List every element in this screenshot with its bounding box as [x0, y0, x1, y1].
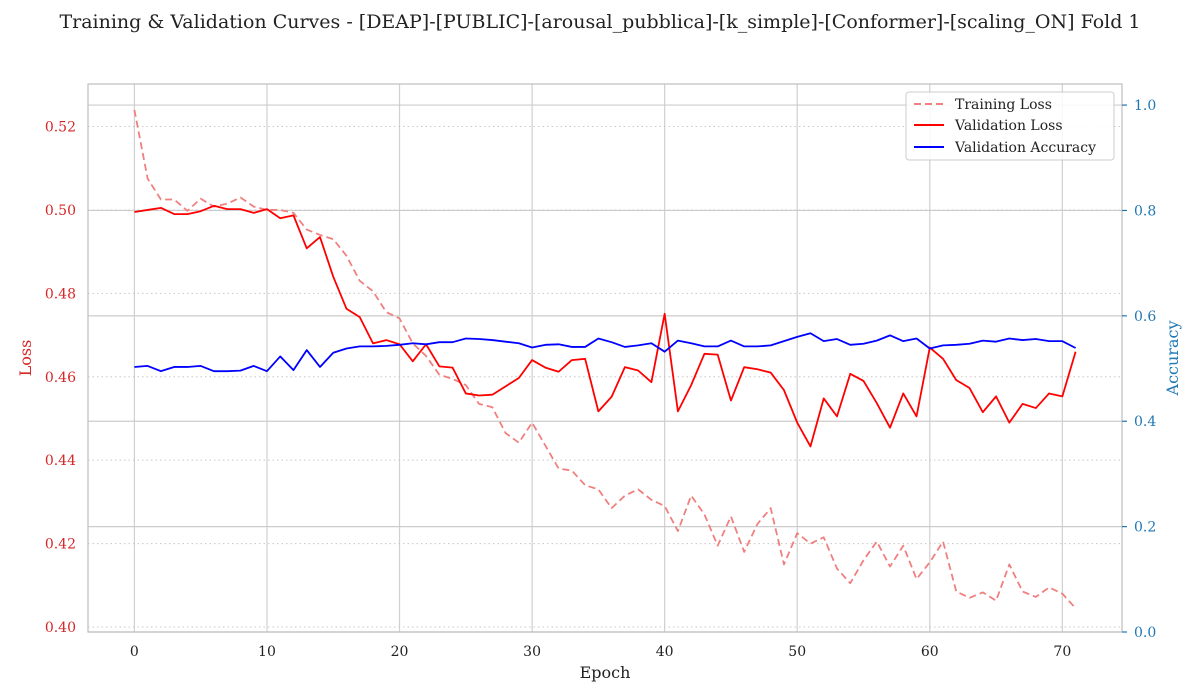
y-axis-left: 0.40 0.42 0.44 0.46 0.48 0.50 0.52	[45, 120, 76, 636]
y-left-tick-label: 0.46	[45, 370, 76, 386]
series-layer	[133, 109, 1077, 609]
x-tick-label: 70	[1053, 644, 1071, 660]
validation-accuracy-line	[134, 332, 1077, 373]
plot-frame	[87, 83, 1123, 633]
x-tick-label: 60	[921, 644, 939, 660]
x-tick-label: 40	[656, 644, 674, 660]
legend: Training Loss Validation Loss Validation…	[905, 91, 1115, 161]
legend-label-validation-loss: Validation Loss	[954, 118, 1063, 134]
y-right-tick-label: 0.8	[1134, 203, 1156, 219]
legend-label-validation-accuracy: Validation Accuracy	[954, 140, 1096, 156]
y-right-tick-label: 1.0	[1134, 98, 1156, 114]
x-tick-label: 50	[788, 644, 806, 660]
y-axis-right: 0.0 0.2 0.4 0.6 0.8 1.0	[1122, 98, 1156, 641]
y-left-tick-label: 0.50	[45, 203, 76, 219]
x-axis: 0 10 20 30 40 50 60 70	[130, 644, 1071, 660]
grid	[88, 84, 1122, 633]
training-loss-line	[133, 109, 1077, 609]
y-left-tick-label: 0.48	[45, 286, 76, 302]
y-axis-left-label: Loss	[16, 340, 35, 377]
chart-title: Training & Validation Curves - [DEAP]-[P…	[59, 11, 1140, 33]
x-axis-label: Epoch	[580, 663, 631, 682]
y-left-tick-label: 0.52	[45, 120, 76, 136]
legend-box	[905, 91, 1115, 161]
y-right-tick-label: 0.6	[1134, 309, 1156, 325]
y-right-tick-label: 0.2	[1134, 520, 1156, 536]
y-right-tick-label: 0.4	[1134, 414, 1156, 430]
y-right-tick-label: 0.0	[1134, 625, 1156, 641]
y-left-tick-label: 0.44	[45, 453, 76, 469]
x-tick-label: 10	[258, 644, 276, 660]
y-left-tick-label: 0.40	[45, 620, 76, 636]
legend-label-training-loss: Training Loss	[955, 97, 1052, 113]
validation-loss-line	[134, 204, 1077, 448]
x-tick-label: 30	[523, 644, 541, 660]
y-axis-right-label: Accuracy	[1163, 321, 1182, 397]
x-tick-label: 0	[130, 644, 139, 660]
x-tick-label: 20	[391, 644, 409, 660]
y-left-tick-label: 0.42	[45, 537, 76, 553]
